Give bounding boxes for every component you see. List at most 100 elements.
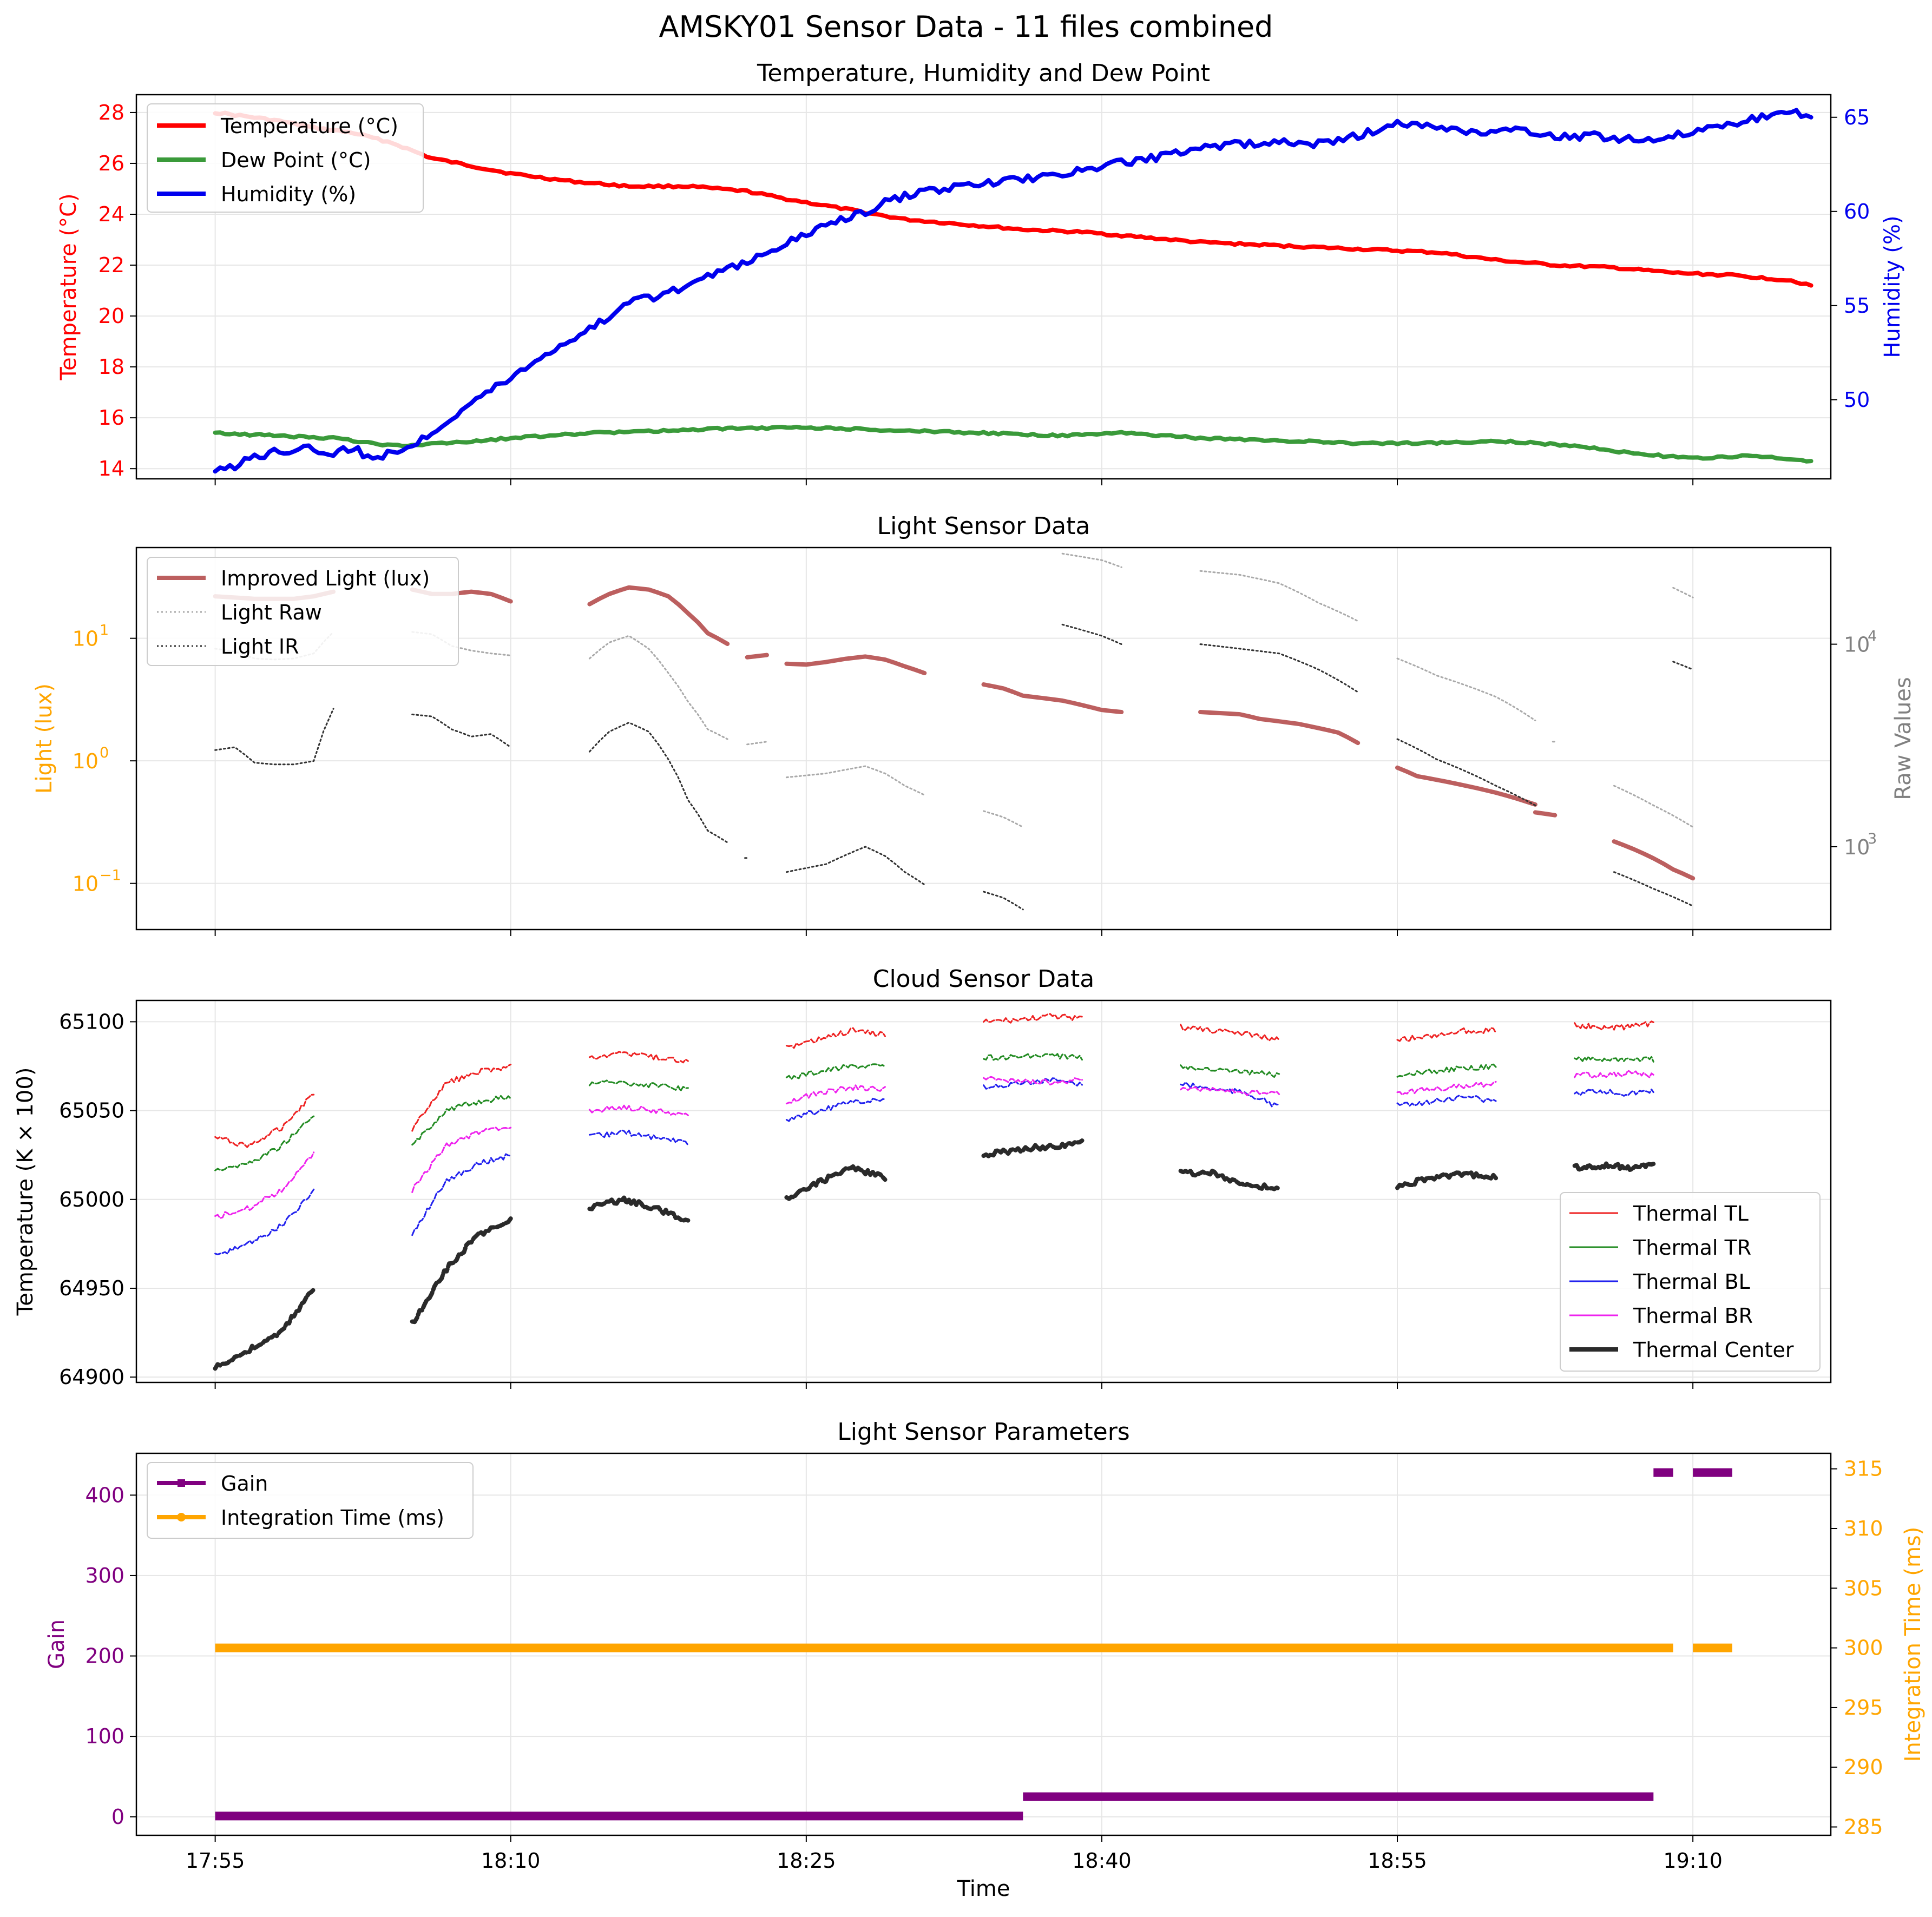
series-line-3 bbox=[983, 1076, 1083, 1086]
y-axis-label: Light (lux) bbox=[32, 683, 57, 794]
legend-label: Light Raw bbox=[221, 601, 322, 624]
series-line-2 bbox=[1672, 661, 1694, 670]
series-line-0 bbox=[1396, 1027, 1497, 1042]
y-tick-label: 65050 bbox=[59, 1099, 124, 1123]
y-tick-exponent: 1 bbox=[100, 622, 109, 639]
series-line-1 bbox=[746, 741, 768, 746]
series-line-2 bbox=[1199, 643, 1359, 693]
series-line-2 bbox=[213, 108, 1813, 474]
y-tick-label: 64950 bbox=[59, 1276, 124, 1300]
y-tick-label: 28 bbox=[98, 101, 124, 124]
x-tick-label: 19:10 bbox=[1663, 1849, 1723, 1873]
series-line-0 bbox=[745, 653, 769, 660]
plot-area bbox=[135, 999, 1832, 1384]
series-line-2 bbox=[411, 1153, 512, 1236]
series-line-1 bbox=[785, 765, 925, 796]
series-line-1 bbox=[1672, 587, 1694, 598]
y2-tick-label: 55 bbox=[1844, 294, 1870, 318]
y-axis-label: Gain bbox=[44, 1619, 69, 1669]
series-line-0 bbox=[1533, 810, 1558, 818]
legend-label: Light IR bbox=[221, 635, 299, 658]
series-line-0 bbox=[1574, 1020, 1654, 1031]
legend-label: Thermal TR bbox=[1633, 1236, 1751, 1260]
x-axis-label: Time bbox=[957, 1876, 1010, 1901]
series-line-0 bbox=[785, 1027, 886, 1049]
series-line-0 bbox=[1198, 710, 1361, 746]
series-line-1 bbox=[983, 1053, 1083, 1061]
series-line-1 bbox=[411, 1095, 512, 1146]
y-axis-label: Temperature (K × 100) bbox=[13, 1068, 38, 1316]
series-line-4 bbox=[213, 1287, 316, 1371]
series-line-1 bbox=[983, 810, 1024, 828]
series-line-1 bbox=[213, 425, 1813, 464]
series-line-2 bbox=[1396, 1095, 1497, 1107]
y-tick-label: 24 bbox=[98, 202, 124, 226]
series-line-0 bbox=[1180, 1024, 1280, 1042]
legend-label: Integration Time (ms) bbox=[221, 1506, 444, 1530]
series-line-2 bbox=[983, 891, 1024, 911]
legend-box bbox=[147, 557, 459, 666]
y-tick-label: 14 bbox=[98, 457, 124, 480]
series-line-2 bbox=[1613, 871, 1694, 907]
legend-label: Thermal TL bbox=[1633, 1202, 1749, 1226]
y-tick-label: 65100 bbox=[59, 1010, 124, 1033]
series-line-3 bbox=[588, 1104, 689, 1116]
series-line-2 bbox=[785, 1097, 886, 1122]
series-line-2 bbox=[214, 1188, 315, 1255]
y2-tick-exponent: 4 bbox=[1868, 628, 1877, 645]
series-line-3 bbox=[785, 1084, 886, 1105]
y2-tick-label: 10 bbox=[1844, 835, 1870, 859]
series-line-1 bbox=[1199, 570, 1359, 622]
y-axis-label: Temperature (°C) bbox=[56, 193, 81, 380]
series-line-1 bbox=[1396, 657, 1536, 722]
legend-label: Humidity (%) bbox=[221, 182, 356, 206]
series-line-4 bbox=[1178, 1168, 1282, 1191]
legend-box bbox=[147, 1462, 474, 1539]
y-tick-label: 64900 bbox=[59, 1365, 124, 1389]
x-tick-label: 18:40 bbox=[1072, 1849, 1132, 1873]
x-tick-label: 18:10 bbox=[481, 1849, 541, 1873]
y-tick-label: 100 bbox=[85, 1724, 124, 1748]
series-line-2 bbox=[1574, 1088, 1654, 1097]
series-line-1 bbox=[785, 1063, 886, 1080]
series-line-1 bbox=[1574, 1056, 1654, 1063]
legend-marker bbox=[178, 1479, 185, 1487]
legend-label: Temperature (°C) bbox=[220, 114, 398, 138]
series-line-0 bbox=[784, 654, 927, 675]
legend-box bbox=[147, 103, 424, 213]
legend-label: Thermal Center bbox=[1633, 1338, 1794, 1362]
series-line-1 bbox=[588, 1079, 689, 1092]
series-line-2 bbox=[1396, 738, 1536, 806]
series-line-2 bbox=[214, 708, 334, 766]
legend-label: Gain bbox=[221, 1472, 268, 1496]
y-tick-exponent: −1 bbox=[100, 867, 121, 884]
series-line-2 bbox=[411, 713, 512, 748]
y-tick-label: 10 bbox=[73, 872, 98, 896]
series-line-4 bbox=[1572, 1161, 1656, 1172]
series-line-0 bbox=[981, 682, 1124, 714]
panel-title: Light Sensor Parameters bbox=[837, 1418, 1129, 1446]
y2-tick-label: 285 bbox=[1844, 1815, 1883, 1839]
series-line-4 bbox=[1395, 1170, 1499, 1190]
y-tick-exponent: 0 bbox=[100, 745, 109, 761]
legend-label: Thermal BL bbox=[1633, 1270, 1750, 1294]
series-line-3 bbox=[411, 1127, 512, 1193]
y-tick-label: 26 bbox=[98, 151, 124, 175]
y-tick-label: 20 bbox=[98, 304, 124, 328]
panel-environment: Temperature, Humidity and Dew Point 14 16 1… bbox=[56, 60, 1905, 485]
y-tick-label: 200 bbox=[85, 1644, 124, 1668]
series-line-2 bbox=[588, 722, 728, 844]
series-line-3 bbox=[1180, 1086, 1280, 1096]
y2-tick-label: 315 bbox=[1844, 1457, 1883, 1481]
legend-label: Thermal BR bbox=[1633, 1304, 1753, 1328]
series-line-2 bbox=[588, 1129, 689, 1147]
panel-title: Light Sensor Data bbox=[877, 512, 1090, 540]
y2-tick-label: 310 bbox=[1844, 1517, 1883, 1540]
series-line-4 bbox=[410, 1216, 513, 1325]
series-line-3 bbox=[214, 1151, 315, 1219]
y2-tick-label: 65 bbox=[1844, 106, 1870, 129]
y-tick-label: 16 bbox=[98, 406, 124, 430]
y2-tick-label: 295 bbox=[1844, 1696, 1883, 1720]
y2-axis-label: Raw Values bbox=[1891, 677, 1916, 800]
